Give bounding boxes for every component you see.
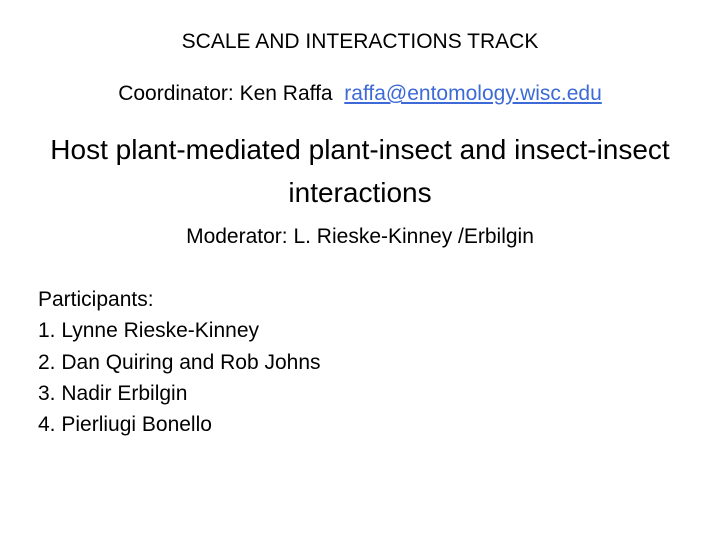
participant-item: 1. Lynne Rieske-Kinney bbox=[38, 316, 682, 345]
participant-item: 4. Pierliugi Bonello bbox=[38, 410, 682, 439]
participants-heading: Participants: bbox=[38, 285, 682, 314]
session-title: Host plant-mediated plant-insect and ins… bbox=[38, 128, 682, 215]
participant-item: 2. Dan Quiring and Rob Johns bbox=[38, 348, 682, 377]
participants-block: Participants: 1. Lynne Rieske-Kinney 2. … bbox=[38, 285, 682, 440]
coordinator-line: Coordinator: Ken Raffa raffa@entomology.… bbox=[38, 82, 682, 106]
participant-item: 3. Nadir Erbilgin bbox=[38, 379, 682, 408]
moderator-line: Moderator: L. Rieske-Kinney /Erbilgin bbox=[38, 225, 682, 249]
coordinator-email-link[interactable]: raffa@entomology.wisc.edu bbox=[344, 82, 602, 105]
track-title: SCALE AND INTERACTIONS TRACK bbox=[38, 30, 682, 54]
coordinator-label: Coordinator: Ken Raffa bbox=[118, 82, 332, 105]
